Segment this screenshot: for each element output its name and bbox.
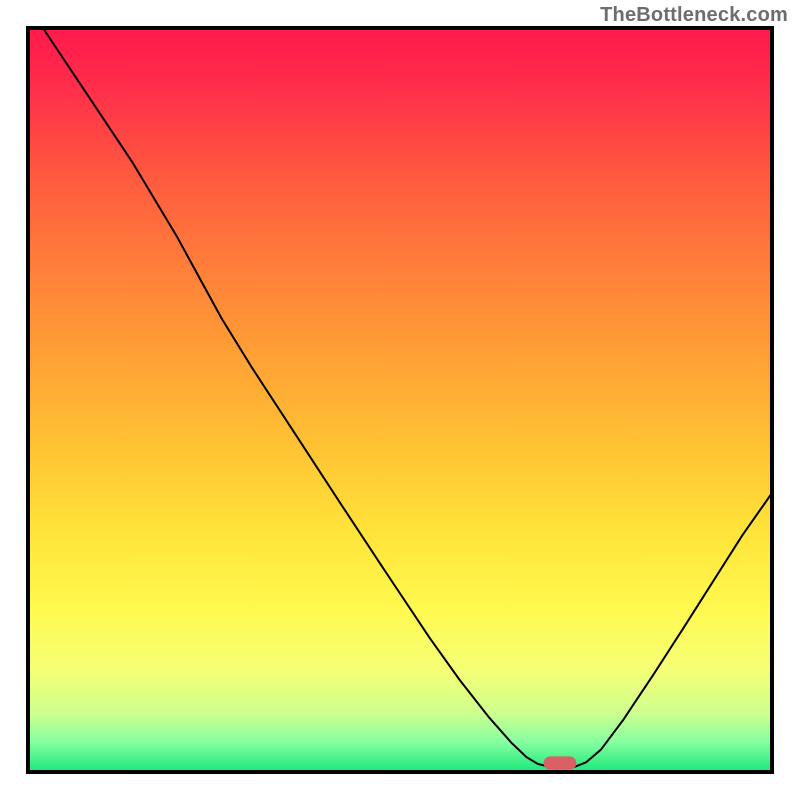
bottleneck-chart xyxy=(0,0,800,800)
optimal-marker xyxy=(544,756,577,769)
watermark-text: TheBottleneck.com xyxy=(600,4,788,27)
plot-background xyxy=(28,28,772,772)
